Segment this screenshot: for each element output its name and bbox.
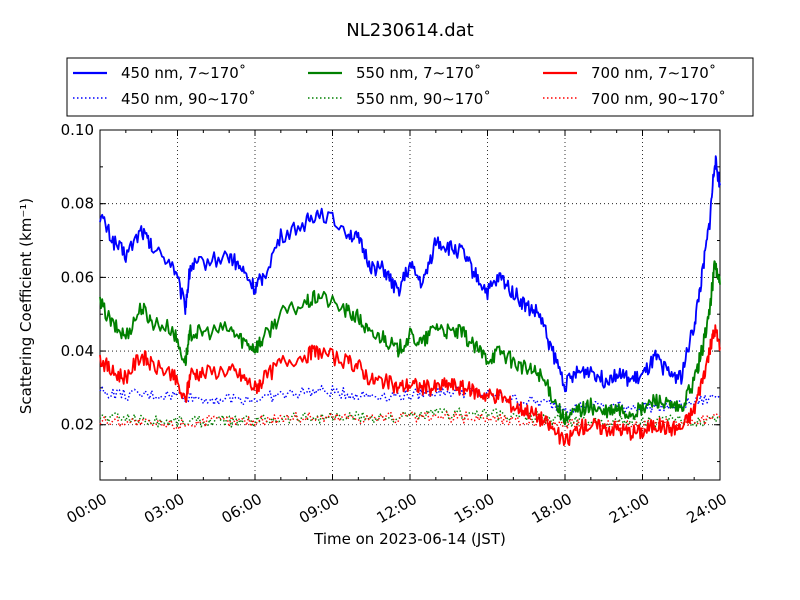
chart-title: NL230614.dat bbox=[346, 20, 473, 41]
y-axis-label: Scattering Coefficient (km⁻¹) bbox=[17, 198, 35, 414]
y-tick-label: 0.08 bbox=[61, 195, 94, 213]
series-line-700nm-back bbox=[99, 411, 721, 432]
y-tick-label: 0.10 bbox=[61, 121, 94, 139]
series-line-550nm-back bbox=[99, 407, 721, 428]
legend: 450 nm, 7∼170˚ 450 nm, 90∼170˚ 550 nm, 7… bbox=[66, 57, 754, 117]
legend-frame bbox=[66, 57, 754, 117]
series-line-700nm-full bbox=[99, 324, 721, 447]
y-tick-label: 0.04 bbox=[61, 342, 94, 360]
series-line-450nm-full bbox=[99, 155, 721, 393]
series-line-550nm-full bbox=[99, 260, 721, 426]
series-group bbox=[99, 155, 721, 447]
legend-label-700-full: 700 nm, 7∼170˚ bbox=[591, 64, 716, 82]
legend-label-700-back: 700 nm, 90∼170˚ bbox=[591, 90, 726, 108]
y-axis: 0.02 0.04 0.06 0.08 0.10 bbox=[61, 121, 720, 463]
legend-label-450-back: 450 nm, 90∼170˚ bbox=[121, 90, 256, 108]
legend-label-550-back: 550 nm, 90∼170˚ bbox=[356, 90, 491, 108]
y-tick-label: 0.06 bbox=[61, 268, 94, 286]
legend-label-450-full: 450 nm, 7∼170˚ bbox=[121, 64, 246, 82]
legend-label-550-full: 550 nm, 7∼170˚ bbox=[356, 64, 481, 82]
y-tick-label: 0.02 bbox=[61, 416, 94, 434]
x-axis-label: Time on 2023-06-14 (JST) bbox=[313, 530, 506, 548]
